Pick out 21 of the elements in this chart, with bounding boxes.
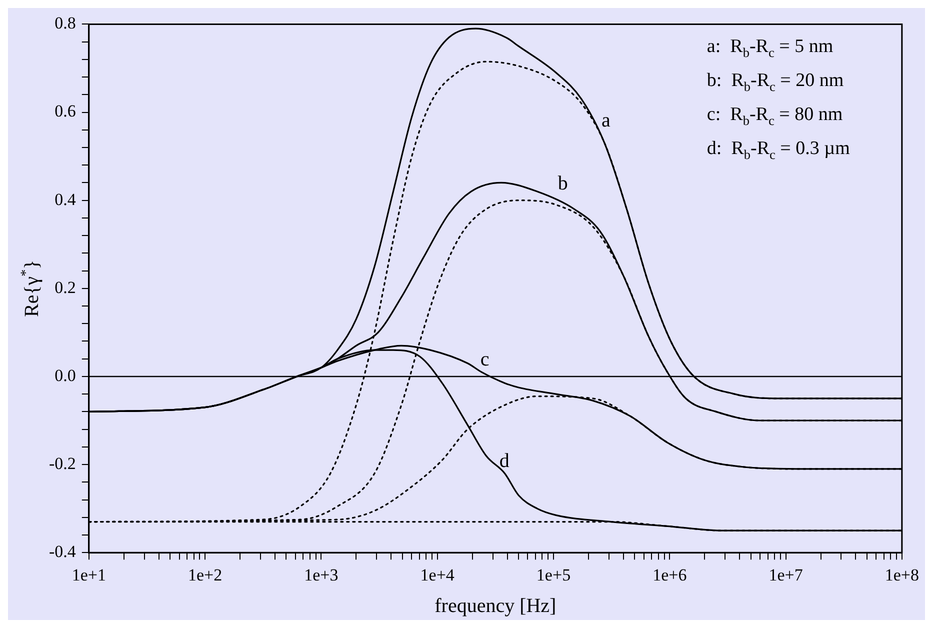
x-tick-label: 1e+2 xyxy=(188,565,222,584)
x-axis-title: frequency [Hz] xyxy=(434,595,556,617)
y-tick-label: 0.6 xyxy=(54,102,76,121)
y-tick-label: 0.4 xyxy=(54,190,76,209)
y-axis-title: Re{γ*} xyxy=(19,260,43,318)
y-tick-label: 0.8 xyxy=(54,14,76,33)
y-tick-label: -0.2 xyxy=(48,454,76,473)
x-tick-label: 1e+4 xyxy=(420,565,455,584)
y-tick-label: 0.2 xyxy=(54,278,76,297)
x-tick-label: 1e+6 xyxy=(652,565,687,584)
annotation: b xyxy=(558,172,568,195)
x-tick-label: 1e+3 xyxy=(304,565,338,584)
y-tick-label: 0.0 xyxy=(54,366,76,385)
x-tick-label: 1e+1 xyxy=(72,565,106,584)
x-tick-label: 1e+7 xyxy=(768,565,804,584)
annotation: a xyxy=(602,109,611,132)
annotation: d xyxy=(499,450,510,472)
x-tick-label: 1e+5 xyxy=(536,565,571,584)
annotation: c xyxy=(480,348,490,371)
y-tick-label: -0.4 xyxy=(48,542,76,562)
x-tick-label: 1e+8 xyxy=(884,565,920,584)
